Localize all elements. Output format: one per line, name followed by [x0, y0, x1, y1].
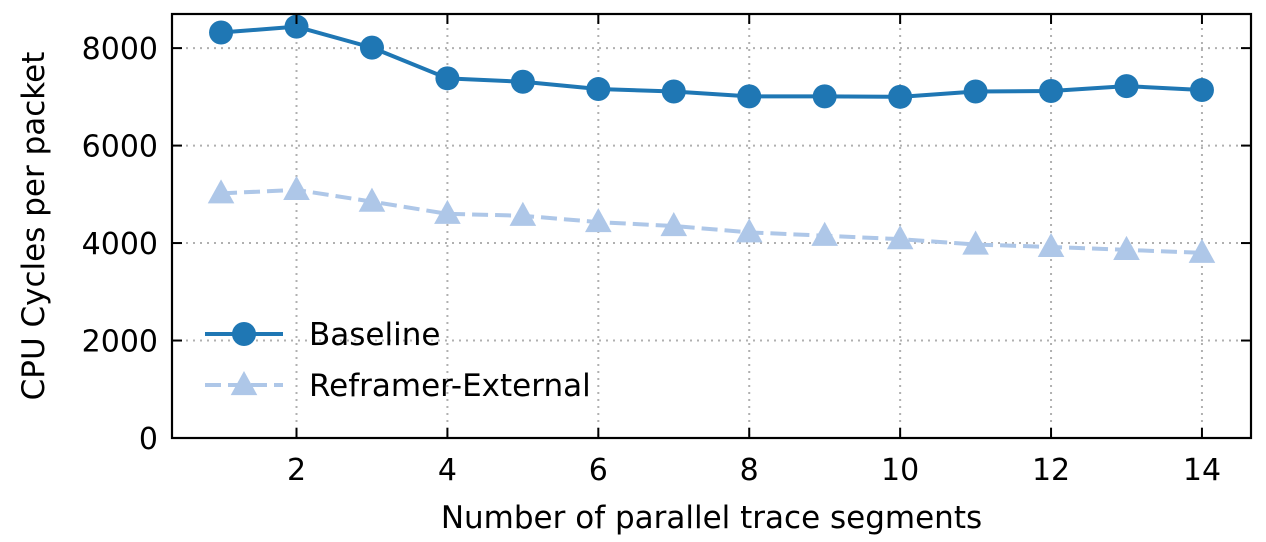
x-tick-label: 6	[589, 453, 608, 488]
series-line	[220, 187, 1203, 255]
data-point	[209, 20, 234, 45]
data-point	[963, 79, 988, 104]
series-reframer-external	[207, 175, 1216, 263]
data-point	[888, 84, 913, 109]
x-tick-label: 14	[1183, 453, 1221, 488]
data-point	[735, 218, 763, 243]
data-point	[737, 84, 762, 109]
y-tick-label: 8000	[82, 32, 158, 67]
data-point	[207, 179, 235, 204]
data-point	[510, 69, 535, 94]
data-point	[284, 14, 309, 39]
data-point	[886, 225, 914, 250]
x-tick-label: 2	[287, 453, 306, 488]
data-point	[359, 35, 384, 60]
data-point	[1113, 235, 1140, 260]
x-tick-label: 10	[881, 453, 919, 488]
series-layer	[207, 14, 1216, 263]
y-axis-label: CPU Cycles per packet	[16, 52, 52, 401]
x-tick-label: 12	[1032, 453, 1070, 488]
data-point	[1114, 74, 1139, 99]
data-point	[962, 230, 989, 255]
data-point	[358, 187, 386, 212]
data-point	[661, 79, 686, 104]
plot-frame	[170, 12, 1253, 440]
series-line	[220, 24, 1203, 99]
data-point	[1037, 232, 1065, 258]
data-point	[509, 201, 537, 226]
data-point	[283, 175, 310, 201]
series-baseline	[209, 14, 1214, 109]
x-tick-label: 4	[438, 453, 457, 488]
data-point	[435, 66, 460, 91]
data-point	[586, 77, 611, 102]
data-point	[1188, 238, 1216, 263]
axis-ticks: 2 4 6 8 10 12 14 0 2000 4000 6000 8000	[82, 14, 1251, 488]
y-tick-label: 2000	[82, 325, 158, 360]
legend-marker-reframer-external	[230, 371, 258, 396]
data-point	[1189, 78, 1214, 103]
data-point	[811, 221, 838, 246]
legend-item-baseline: Baseline	[205, 317, 440, 353]
data-point	[660, 212, 688, 237]
legend-marker-baseline	[232, 322, 256, 346]
y-tick-label: 6000	[82, 130, 158, 165]
legend-label-reframer-external: Reframer-External	[309, 368, 591, 404]
data-point	[585, 208, 612, 233]
y-tick-label: 0	[139, 422, 158, 457]
x-tick-label: 8	[740, 453, 759, 488]
x-axis-label: Number of parallel trace segments	[441, 500, 982, 536]
y-tick-label: 4000	[82, 227, 158, 262]
legend-item-reframer-external: Reframer-External	[205, 368, 591, 404]
data-point	[1039, 79, 1064, 104]
legend: Baseline Reframer-External	[205, 317, 591, 404]
data-point	[434, 199, 461, 224]
data-point	[812, 84, 837, 109]
legend-label-baseline: Baseline	[309, 317, 440, 353]
